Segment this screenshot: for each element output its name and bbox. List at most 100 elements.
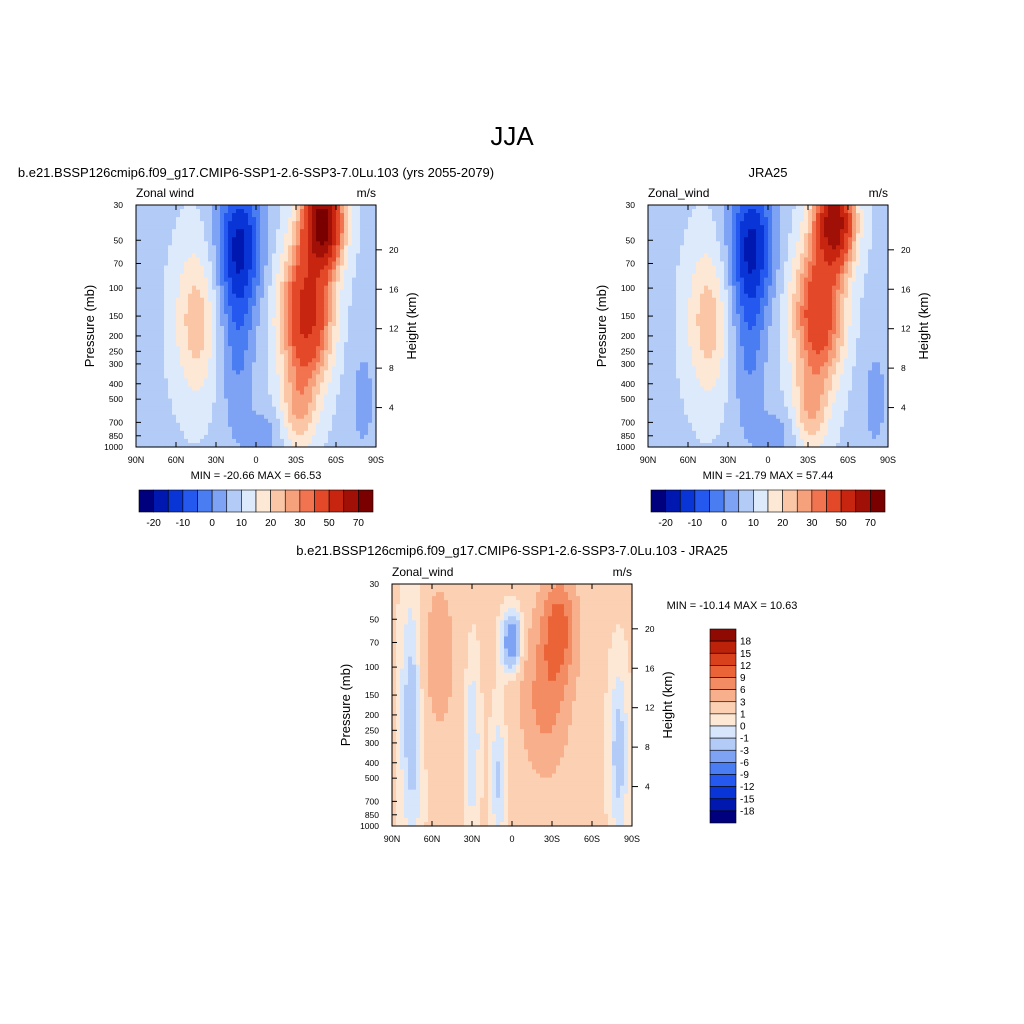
heatmap-cell [356, 289, 361, 295]
heatmap-cell [664, 257, 669, 263]
heatmap-cell [304, 354, 309, 359]
heatmap-cell [336, 350, 341, 355]
heatmap-cell [244, 285, 249, 291]
heatmap-cell [188, 293, 193, 299]
heatmap-cell [156, 301, 161, 307]
heatmap-cell [716, 261, 721, 267]
heatmap-cell [276, 378, 281, 384]
heatmap-cell [348, 237, 353, 242]
heatmap-cell [196, 366, 201, 371]
heatmap-cell [648, 233, 653, 238]
heatmap-cell [372, 297, 377, 303]
heatmap-cell [204, 334, 209, 339]
heatmap-cell [348, 382, 353, 388]
heatmap-cell [160, 301, 165, 307]
colorbar-swatch [328, 489, 345, 513]
heatmap-cell [744, 257, 749, 263]
heatmap-cell [316, 398, 321, 404]
heatmap-cell [200, 342, 205, 347]
heatmap-cell [660, 249, 665, 254]
heatmap-cell [336, 253, 341, 259]
heatmap-cell [296, 317, 301, 323]
heatmap-cell [248, 406, 253, 412]
heatmap-cell [716, 273, 721, 279]
heatmap-cell [292, 422, 297, 428]
heatmap-cell [252, 249, 257, 254]
heatmap-cell [184, 430, 189, 436]
heatmap-cell [332, 374, 337, 380]
heatmap-cell [340, 213, 345, 218]
heatmap-cell [356, 342, 361, 347]
heatmap-cell [712, 241, 717, 246]
heatmap-cell [652, 273, 657, 279]
heatmap-cell [292, 394, 297, 400]
heatmap-cell [236, 221, 241, 226]
heatmap-cell [336, 442, 341, 448]
heatmap-cell [716, 253, 721, 259]
heatmap-cell [292, 209, 297, 214]
heatmap-cell [196, 265, 201, 271]
heatmap-cell [332, 257, 337, 263]
heatmap-cell [180, 257, 185, 263]
heatmap-cell [252, 326, 257, 331]
heatmap-cell [328, 350, 333, 355]
heatmap-cell [280, 237, 285, 242]
heatmap-cell [204, 354, 209, 359]
heatmap-cell [172, 321, 177, 327]
heatmap-cell [668, 273, 673, 279]
heatmap-cell [868, 277, 873, 283]
heatmap-cell [152, 261, 157, 267]
heatmap-cell [216, 253, 221, 259]
heatmap-cell [832, 237, 837, 242]
heatmap-cell [156, 269, 161, 275]
heatmap-cell [208, 406, 213, 412]
heatmap-cell [332, 261, 337, 267]
heatmap-cell [724, 237, 729, 242]
heatmap-cell [828, 217, 833, 222]
heatmap-cell [708, 221, 713, 226]
heatmap-cell [256, 338, 261, 343]
heatmap-cell [268, 330, 273, 335]
heatmap-cell [340, 209, 345, 214]
heatmap-cell [204, 418, 209, 424]
heatmap-cell [752, 245, 757, 250]
heatmap-cell [368, 313, 373, 319]
heatmap-field [648, 205, 889, 448]
heatmap-cell [300, 237, 305, 242]
heatmap-cell [200, 330, 205, 335]
heatmap-cell [140, 241, 145, 246]
heatmap-cell [360, 402, 365, 408]
heatmap-cell [724, 289, 729, 295]
heatmap-cell [216, 229, 221, 234]
heatmap-cell [300, 338, 305, 343]
heatmap-cell [812, 237, 817, 242]
heatmap-cell [152, 366, 157, 371]
heatmap-cell [336, 330, 341, 335]
heatmap-cell [684, 253, 689, 259]
heatmap-cell [328, 321, 333, 327]
heatmap-cell [196, 398, 201, 404]
heatmap-cell [276, 338, 281, 343]
heatmap-cell [140, 269, 145, 275]
heatmap-cell [180, 225, 185, 230]
heatmap-cell [164, 398, 169, 404]
heatmap-cell [792, 285, 797, 291]
heatmap-cell [372, 330, 377, 335]
heatmap-cell [368, 285, 373, 291]
heatmap-cell [304, 289, 309, 295]
heatmap-cell [292, 245, 297, 250]
heatmap-cell [744, 217, 749, 222]
heatmap-cell [152, 305, 157, 311]
heatmap-cell [748, 281, 753, 287]
heatmap-cell [148, 378, 153, 384]
heatmap-cell [828, 285, 833, 291]
heatmap-cell [180, 301, 185, 307]
heatmap-cell [224, 410, 229, 416]
heatmap-cell [256, 426, 261, 432]
heatmap-cell [856, 253, 861, 259]
heatmap-cell [176, 265, 181, 271]
heatmap-cell [252, 253, 257, 259]
heatmap-cell [136, 273, 141, 279]
heatmap-cell [264, 285, 269, 291]
heatmap-cell [148, 237, 153, 242]
